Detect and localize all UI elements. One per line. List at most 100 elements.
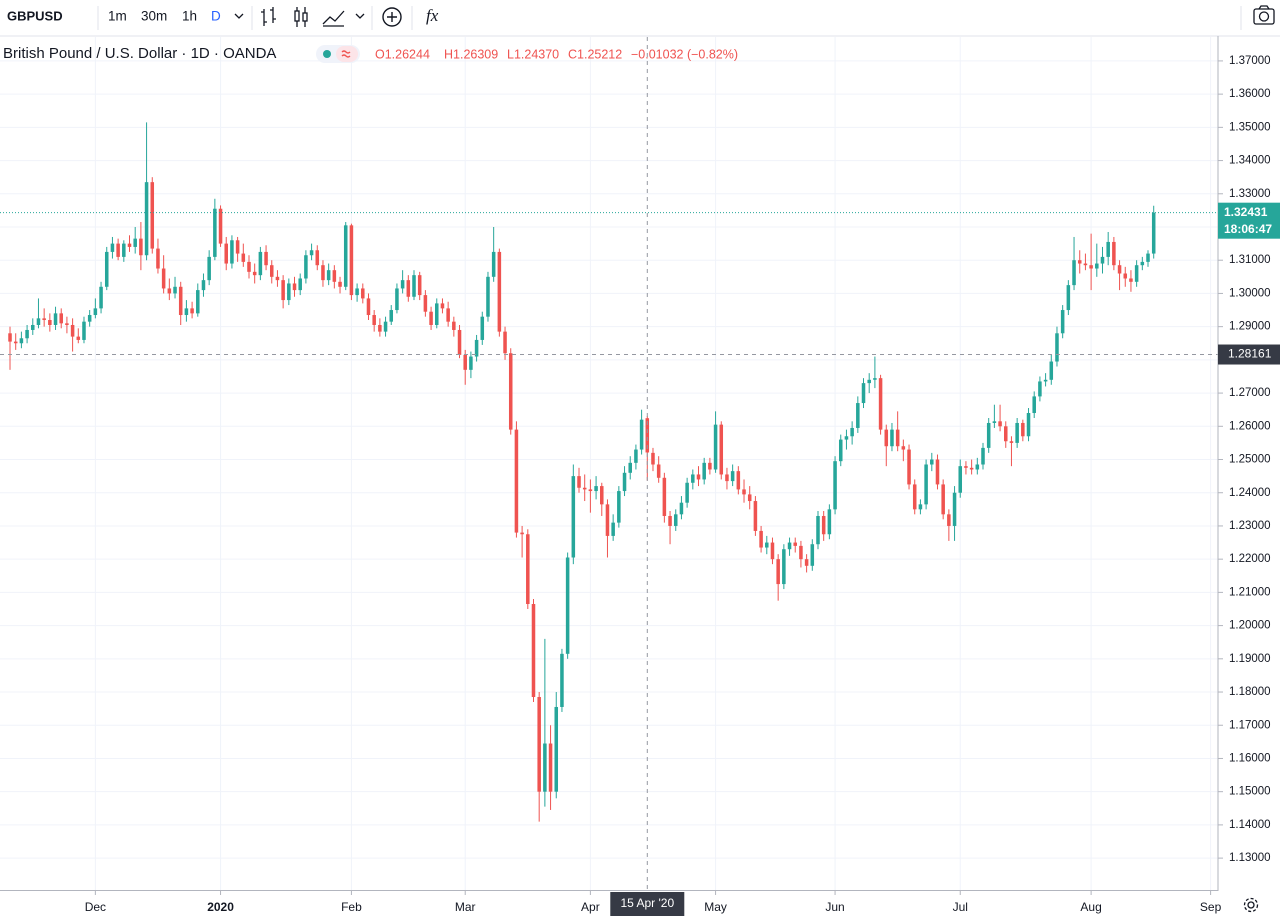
candle-body <box>93 308 98 316</box>
candle-body <box>207 256 211 281</box>
candle-body <box>349 225 354 296</box>
x-tick-label: May <box>704 900 727 914</box>
symbol[interactable]: GBPUSD <box>7 8 63 23</box>
candle-body <box>87 315 92 322</box>
candle-body <box>36 318 41 325</box>
candle-body <box>1140 261 1145 266</box>
candle-body <box>776 559 780 585</box>
candle-body <box>799 545 803 560</box>
x-tick-label: Sep <box>1200 900 1222 914</box>
y-tick-label: 1.15000 <box>1229 786 1271 798</box>
interval-button[interactable]: D <box>211 9 221 24</box>
candle-body <box>435 303 439 325</box>
interval-button[interactable]: 1h <box>182 9 197 24</box>
candle-body <box>736 471 741 490</box>
candle-body <box>474 339 479 357</box>
candle-body <box>867 379 871 384</box>
candle-body <box>184 308 189 316</box>
candle-body <box>952 492 957 526</box>
candle-body <box>651 452 655 465</box>
x-tick-label: Jul <box>953 900 968 914</box>
candle-body <box>309 250 314 256</box>
candle-body <box>827 509 832 535</box>
candle-body <box>429 311 433 325</box>
candle-body <box>1026 413 1031 437</box>
crosshair-x-label: 15 Apr '20 <box>620 896 674 910</box>
candle-body <box>594 486 598 492</box>
candle-body <box>520 532 524 535</box>
style-menu[interactable] <box>355 13 365 19</box>
y-tick-label: 1.18000 <box>1229 686 1271 698</box>
candle-body <box>753 501 758 531</box>
candle-body <box>264 251 268 266</box>
candle-body <box>725 474 729 482</box>
candle-body <box>742 489 746 495</box>
y-tick-label: 1.36000 <box>1229 88 1271 100</box>
candle-body <box>537 697 541 792</box>
candle-body <box>133 238 137 247</box>
candle-body <box>1112 241 1116 266</box>
y-tick-label: 1.25000 <box>1229 454 1271 466</box>
candle-body <box>611 522 615 536</box>
candle-body <box>480 316 485 340</box>
candle-body <box>150 182 155 249</box>
candle-body <box>617 491 621 523</box>
candle-body <box>577 476 581 488</box>
candles-icon[interactable] <box>294 7 308 27</box>
bars-icon[interactable] <box>261 7 276 26</box>
candle-body <box>1089 265 1093 269</box>
candle-body <box>287 283 291 301</box>
compare-icon[interactable] <box>382 7 402 27</box>
indicators-button[interactable]: fx <box>426 6 439 25</box>
x-tick-label: Mar <box>455 900 476 914</box>
candle-body <box>639 419 644 450</box>
candle-body <box>702 462 706 480</box>
last-price-box <box>1218 202 1280 239</box>
y-tick-label: 1.19000 <box>1229 653 1271 665</box>
candle-body <box>48 320 52 325</box>
candle-body <box>526 534 530 605</box>
candle-body <box>1129 278 1133 282</box>
candle-body <box>531 604 536 698</box>
candle-body <box>252 271 257 276</box>
candle-body <box>918 504 923 510</box>
candle-body <box>582 487 587 490</box>
candle-body <box>1021 422 1025 437</box>
interval-button[interactable]: 30m <box>141 9 167 24</box>
candle-body <box>196 290 200 314</box>
crosshair-y-label-box <box>1218 344 1280 365</box>
candle-body <box>269 265 274 277</box>
candle-body <box>884 429 889 447</box>
candle-body <box>992 421 997 423</box>
candle-body <box>104 251 109 287</box>
candle-body <box>235 240 240 254</box>
candle-body <box>446 308 450 322</box>
candle-body <box>65 323 69 325</box>
candle-body <box>366 298 371 316</box>
candle-body <box>440 303 445 309</box>
interval-menu[interactable] <box>234 13 244 19</box>
candle-body <box>247 261 251 272</box>
candle-body <box>338 281 342 287</box>
candle-body <box>355 288 359 296</box>
candle-body <box>497 251 502 332</box>
settings-icon[interactable] <box>1243 897 1259 913</box>
candle-body <box>167 288 172 294</box>
candle-body <box>1015 422 1019 443</box>
candle-body <box>326 270 331 281</box>
snapshot-icon[interactable] <box>1253 5 1275 25</box>
y-tick-label: 1.35000 <box>1229 121 1271 133</box>
area-icon[interactable] <box>322 10 345 27</box>
candle-body <box>1117 265 1122 274</box>
candle-body <box>1146 253 1150 262</box>
candle-body <box>298 278 302 291</box>
candle-body <box>565 557 570 654</box>
candle-body <box>708 462 712 470</box>
candle-body <box>332 270 337 282</box>
candle-body <box>1072 260 1076 286</box>
candle-body <box>452 321 456 330</box>
candle-body <box>417 275 422 296</box>
interval-button[interactable]: 1m <box>108 9 127 24</box>
bar-countdown: 18:06:47 <box>1224 222 1272 236</box>
candle-body <box>730 471 735 482</box>
